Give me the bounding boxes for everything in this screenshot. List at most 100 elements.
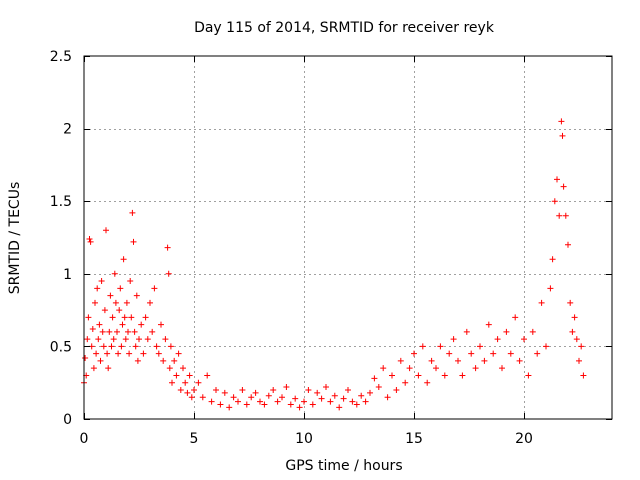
data-point: [571, 314, 578, 321]
data-point: [191, 386, 197, 393]
data-point: [93, 350, 100, 357]
data-point: [107, 292, 114, 299]
plot-frame: [83, 55, 613, 420]
data-point: [362, 398, 369, 405]
data-point: [128, 314, 135, 321]
data-point: [204, 372, 211, 379]
data-point: [554, 176, 560, 183]
data-point: [512, 314, 519, 321]
data-point: [82, 355, 89, 362]
data-point: [127, 278, 134, 285]
data-point: [580, 372, 587, 379]
y-tick-label: 1.5: [50, 194, 72, 210]
data-point: [345, 386, 351, 393]
data-point: [97, 357, 104, 364]
data-point: [95, 336, 102, 343]
data-point: [199, 394, 206, 401]
data-point: [96, 321, 103, 328]
data-point: [147, 299, 153, 306]
data-point: [134, 357, 141, 364]
data-point: [415, 372, 422, 379]
data-point: [111, 270, 118, 277]
data-point: [270, 386, 277, 393]
axis-ticks: 0 5 10 15 20 0 0.5 1 1.5 2 2.5: [50, 49, 612, 447]
data-point: [252, 389, 259, 396]
y-tick-label: 1: [63, 267, 72, 283]
data-point: [166, 365, 173, 372]
data-point: [131, 328, 138, 335]
data-point: [576, 357, 582, 364]
data-point: [507, 350, 514, 357]
data-point: [167, 343, 174, 350]
data-point: [186, 372, 193, 379]
data-point: [287, 401, 294, 408]
data-point: [424, 379, 431, 386]
data-point: [184, 389, 191, 396]
data-point: [164, 244, 171, 251]
data-point: [499, 365, 505, 372]
data-point: [104, 350, 111, 357]
data-point: [556, 212, 563, 219]
data-point: [534, 350, 541, 357]
data-point: [411, 350, 417, 357]
data-point: [98, 278, 105, 285]
data-point: [327, 398, 334, 405]
x-axis-label: GPS time / hours: [285, 458, 402, 474]
data-point: [274, 398, 281, 405]
data-point: [455, 357, 461, 364]
data-point: [160, 357, 167, 364]
data-point: [221, 389, 228, 396]
data-point: [265, 392, 272, 399]
data-point: [122, 336, 129, 343]
data-point: [239, 386, 246, 393]
data-point: [115, 350, 122, 357]
data-point: [565, 241, 571, 248]
data-point: [433, 365, 439, 372]
data-point: [336, 404, 343, 411]
data-point: [472, 365, 479, 372]
data-point: [129, 209, 136, 216]
data-point: [419, 343, 426, 350]
data-point: [126, 350, 133, 357]
data-point: [578, 343, 585, 350]
data-point: [169, 379, 175, 386]
data-point: [393, 386, 400, 393]
data-point: [195, 379, 202, 386]
data-point: [103, 227, 109, 234]
data-point: [121, 314, 128, 321]
data-point: [380, 365, 387, 372]
data-point: [558, 118, 565, 125]
data-point: [155, 350, 162, 357]
data-point: [248, 394, 255, 401]
data-point: [318, 395, 325, 402]
y-tick-label: 2.5: [50, 49, 72, 65]
data-point: [331, 392, 338, 399]
data-point: [547, 285, 554, 292]
data-point: [353, 401, 360, 408]
data-point: [89, 325, 96, 332]
data-point: [292, 395, 299, 402]
data-point: [490, 350, 497, 357]
data-point: [349, 398, 356, 405]
data-point: [120, 256, 127, 263]
data-point: [158, 321, 164, 328]
data-point: [101, 307, 108, 314]
grid: [84, 56, 612, 419]
data-point: [175, 350, 182, 357]
data-point: [84, 336, 91, 343]
data-point: [149, 328, 156, 335]
data-point: [92, 299, 98, 306]
y-axis-label: SRMTID / TECUs: [7, 182, 23, 295]
data-point: [437, 343, 444, 350]
data-point: [117, 285, 124, 292]
data-point: [494, 336, 501, 343]
data-point: [118, 343, 125, 350]
data-point: [94, 285, 101, 292]
data-point: [485, 321, 492, 328]
data-point: [525, 372, 532, 379]
data-point: [151, 285, 158, 292]
data-point: [305, 386, 312, 393]
data-point: [110, 336, 117, 343]
data-point: [367, 389, 373, 396]
